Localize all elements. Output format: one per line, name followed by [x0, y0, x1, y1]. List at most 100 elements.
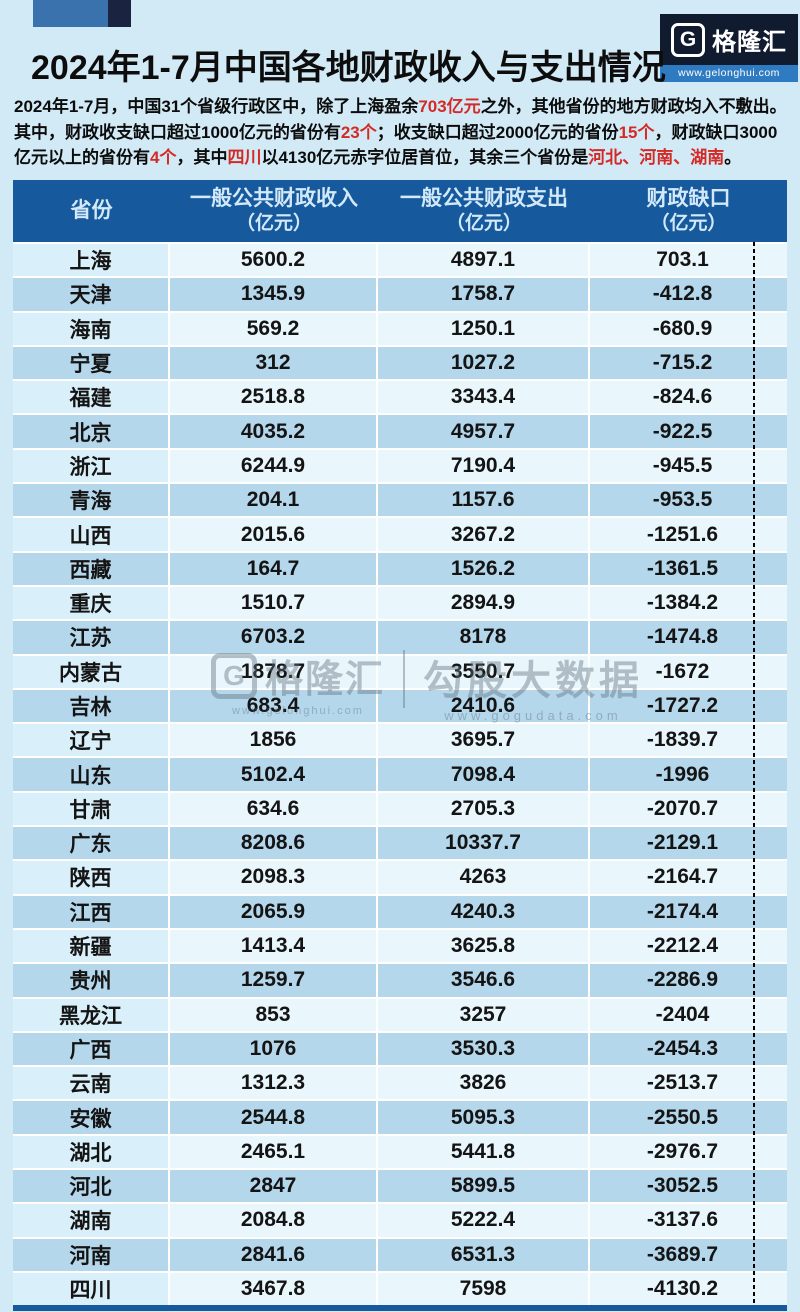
table-row: 云南 1312.3 3826 -2513.7	[13, 1067, 787, 1100]
gap-cell: -1251.6	[590, 518, 787, 551]
revenue-cell: 5600.2	[170, 244, 378, 277]
table-row: 吉林 683.4 2410.6 -1727.2	[13, 689, 787, 723]
gap-cell: -2286.9	[590, 964, 787, 997]
logo-brand-name: 格隆汇	[712, 29, 787, 56]
revenue-cell: 6244.9	[170, 449, 378, 483]
expenditure-cell: 4263	[378, 861, 590, 894]
revenue-cell: 3467.8	[170, 1272, 378, 1306]
province-cell: 云南	[13, 1067, 170, 1100]
revenue-cell: 2847	[170, 1170, 378, 1203]
decor-blue-block	[33, 0, 108, 27]
gap-cell: -824.6	[590, 381, 787, 414]
province-cell: 广东	[13, 827, 170, 860]
table-row: 甘肃 634.6 2705.3 -2070.7	[13, 792, 787, 826]
table-row: 湖南 2084.8 5222.4 -3137.6	[13, 1204, 787, 1237]
gap-cell: -3689.7	[590, 1238, 787, 1271]
highlighted-text: 4个	[150, 148, 177, 167]
table-row: 北京 4035.2 4957.7 -922.5	[13, 415, 787, 448]
table-row: 山东 5102.4 7098.4 -1996	[13, 758, 787, 791]
revenue-cell: 1076	[170, 1032, 378, 1066]
gap-cell: -680.9	[590, 312, 787, 345]
province-cell: 黑龙江	[13, 998, 170, 1031]
page-title: 2024年1-7月中国各地财政收入与支出情况	[31, 49, 666, 87]
gap-cell: -1839.7	[590, 724, 787, 757]
province-cell: 山东	[13, 758, 170, 791]
gap-cell: -2454.3	[590, 1032, 787, 1066]
expenditure-cell: 10337.7	[378, 827, 590, 860]
summary-text: 2024年1-7月，中国31个省级行政区中，除了上海盈余	[14, 97, 419, 116]
province-cell: 新疆	[13, 929, 170, 963]
gap-cell: -2212.4	[590, 929, 787, 963]
revenue-cell: 634.6	[170, 792, 378, 826]
province-cell: 海南	[13, 312, 170, 345]
province-cell: 北京	[13, 415, 170, 448]
column-header-gap: 财政缺口 （亿元）	[590, 180, 787, 242]
expenditure-cell: 1157.6	[378, 484, 590, 517]
table-header-row: 省份 一般公共财政收入 （亿元） 一般公共财政支出 （亿元） 财政缺口 （亿元）	[13, 180, 787, 242]
logo-badge: G 格隆汇	[660, 14, 798, 65]
expenditure-cell: 4240.3	[378, 895, 590, 928]
province-cell: 浙江	[13, 449, 170, 483]
gap-cell: -3052.5	[590, 1170, 787, 1203]
gelonghui-logo: G 格隆汇 www.gelonghui.com	[660, 14, 798, 82]
summary-line: 亿元以上的省份有4个，其中四川以4130亿元赤字位居首位，其余三个省份是河北、河…	[14, 145, 792, 171]
gap-cell: -3137.6	[590, 1204, 787, 1237]
table-row: 湖北 2465.1 5441.8 -2976.7	[13, 1135, 787, 1169]
expenditure-cell: 5899.5	[378, 1170, 590, 1203]
province-cell: 广西	[13, 1032, 170, 1066]
table-row: 重庆 1510.7 2894.9 -1384.2	[13, 586, 787, 620]
table-row: 青海 204.1 1157.6 -953.5	[13, 484, 787, 517]
gap-cell: -1996	[590, 758, 787, 791]
table-row: 新疆 1413.4 3625.8 -2212.4	[13, 929, 787, 963]
gap-cell: -1474.8	[590, 621, 787, 654]
revenue-cell: 1856	[170, 724, 378, 757]
revenue-cell: 5102.4	[170, 758, 378, 791]
gap-cell: 703.1	[590, 244, 787, 277]
revenue-cell: 569.2	[170, 312, 378, 345]
table-row: 四川 3467.8 7598 -4130.2	[13, 1272, 787, 1306]
highlighted-text: 15个	[618, 122, 655, 142]
gap-cell: -953.5	[590, 484, 787, 517]
expenditure-cell: 2894.9	[378, 586, 590, 620]
table-row: 河北 2847 5899.5 -3052.5	[13, 1170, 787, 1203]
logo-website-url: www.gelonghui.com	[660, 65, 798, 82]
highlighted-text: 23个	[340, 122, 377, 142]
summary-text: ；收支缺口超过2000亿元的省份	[376, 122, 619, 142]
column-header-unit: （亿元）	[650, 213, 727, 234]
table-row: 宁夏 312 1027.2 -715.2	[13, 346, 787, 380]
fiscal-table: 省份 一般公共财政收入 （亿元） 一般公共财政支出 （亿元） 财政缺口 （亿元）…	[13, 180, 787, 1311]
expenditure-cell: 5095.3	[378, 1101, 590, 1134]
summary-line: 其中，财政收支缺口超过1000亿元的省份有23个；收支缺口超过2000亿元的省份…	[14, 120, 792, 146]
expenditure-cell: 3826	[378, 1067, 590, 1100]
province-cell: 江西	[13, 895, 170, 928]
gap-cell: -2070.7	[590, 792, 787, 826]
summary-text: ，财政缺口3000	[654, 122, 778, 142]
province-cell: 江苏	[13, 621, 170, 654]
gap-cell: -412.8	[590, 278, 787, 311]
revenue-cell: 2465.1	[170, 1135, 378, 1169]
expenditure-cell: 2410.6	[378, 689, 590, 723]
expenditure-cell: 3343.4	[378, 381, 590, 414]
gap-cell: -1727.2	[590, 689, 787, 723]
table-row: 江西 2065.9 4240.3 -2174.4	[13, 895, 787, 928]
province-cell: 湖南	[13, 1204, 170, 1237]
expenditure-cell: 1027.2	[378, 346, 590, 380]
column-header-unit: （亿元）	[235, 213, 312, 234]
province-cell: 吉林	[13, 689, 170, 723]
revenue-cell: 6703.2	[170, 621, 378, 654]
summary-text: 以4130亿元赤字位居首位，其余三个省份是	[261, 148, 589, 167]
expenditure-cell: 2705.3	[378, 792, 590, 826]
expenditure-cell: 5441.8	[378, 1135, 590, 1169]
province-cell: 河北	[13, 1170, 170, 1203]
expenditure-cell: 3267.2	[378, 518, 590, 551]
revenue-cell: 4035.2	[170, 415, 378, 448]
province-cell: 四川	[13, 1272, 170, 1306]
summary-text: 。	[724, 148, 742, 167]
revenue-cell: 204.1	[170, 484, 378, 517]
zero-axis-dotted-line	[753, 242, 755, 1305]
gap-cell: -2174.4	[590, 895, 787, 928]
summary-line: 2024年1-7月，中国31个省级行政区中，除了上海盈余703亿元之外，其他省份…	[14, 94, 792, 120]
table-row: 贵州 1259.7 3546.6 -2286.9	[13, 964, 787, 997]
revenue-cell: 1345.9	[170, 278, 378, 311]
revenue-cell: 2841.6	[170, 1238, 378, 1271]
